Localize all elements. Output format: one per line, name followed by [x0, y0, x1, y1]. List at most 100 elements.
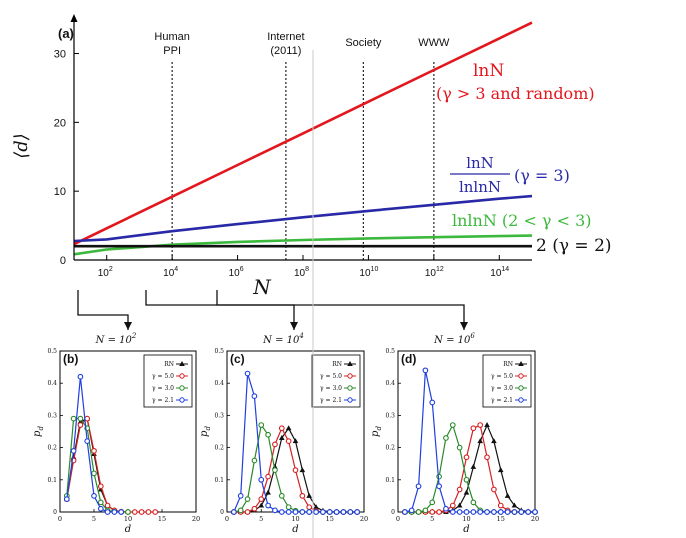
annotation-red: lnN [473, 61, 504, 81]
y-tick-label: 0.5 [214, 348, 224, 355]
x-tick-label: 15 [158, 515, 166, 523]
data-point [504, 492, 511, 498]
data-point [299, 509, 306, 515]
data-point [265, 473, 271, 480]
data-point [285, 438, 292, 445]
panel-a-chart: Human PPI Internet (2011) Society WWW 0 10 20 30 1… [11, 14, 612, 299]
data-point [244, 496, 251, 502]
x-tick-label: 20 [360, 515, 368, 523]
data-point [104, 502, 111, 509]
x-axis-label: d [463, 524, 469, 535]
data-point [422, 367, 429, 374]
reference-line-label: Internet [267, 31, 304, 43]
panel-d-chart: N = 106 0 0.1 0.2 0.3 0.4 0.5 0 5 10 15 20 d pd (d) RN γ… [370, 332, 539, 535]
y-tick-label: 0 [220, 509, 224, 516]
legend-label: RN [332, 361, 342, 368]
y-tick-label: 0.1 [47, 477, 57, 484]
x-tick-label: 20 [192, 515, 200, 523]
data-point [152, 509, 159, 515]
series-line [404, 423, 535, 513]
data-point [449, 509, 456, 515]
data-point [477, 509, 484, 515]
y-axis-label: pd [370, 426, 383, 437]
data-point [436, 509, 442, 515]
data-point [449, 502, 456, 509]
data-point [145, 509, 152, 515]
data-point [511, 502, 518, 508]
data-point [333, 509, 340, 515]
data-point [237, 493, 244, 499]
data-point [111, 509, 118, 515]
y-tick-label: 0.1 [214, 477, 224, 484]
y-tick-label: 0.4 [47, 380, 57, 387]
y-tick-label: 0.5 [385, 348, 395, 355]
series-line [73, 194, 533, 243]
data-point [63, 496, 70, 502]
data-point [265, 489, 271, 495]
data-point [340, 509, 347, 515]
data-point [429, 499, 436, 506]
connector-arrow [124, 322, 132, 330]
legend-label: RN [164, 361, 174, 368]
reference-line-label: PPI [163, 45, 181, 57]
legend-label: γ = 5.0 [320, 373, 342, 380]
series-line [66, 376, 122, 513]
data-point [272, 441, 278, 448]
legend-label: γ = 3.0 [491, 385, 513, 392]
data-point [258, 496, 265, 502]
data-point [292, 467, 299, 473]
data-point [408, 507, 415, 514]
y-tick-label: 0 [53, 509, 57, 516]
data-point [354, 509, 361, 515]
y-tick-label: 0.3 [47, 412, 57, 419]
data-point [491, 509, 497, 515]
data-point [70, 415, 77, 422]
reference-line-label: WWW [418, 37, 450, 49]
x-tick-label: 10 [291, 515, 299, 523]
data-point [347, 509, 354, 515]
data-point [278, 509, 285, 515]
data-point [402, 509, 408, 515]
data-point [491, 438, 497, 444]
panel-b-chart: N = 102 0 0.1 0.2 0.3 0.4 0.5 0 5 10 15 20 d pd (b) RN γ… [32, 332, 200, 535]
x-tick-label: 1012 [425, 266, 444, 279]
data-point [272, 467, 278, 473]
data-point [258, 422, 265, 428]
data-point [91, 447, 97, 454]
y-tick-label: 0.2 [214, 445, 224, 452]
legend-label: γ = 2.1 [491, 397, 513, 404]
connector-line [77, 290, 129, 330]
legend-label: γ = 3.0 [320, 385, 342, 392]
panel-label: (c) [230, 352, 245, 366]
data-point [84, 415, 91, 422]
data-point [97, 483, 104, 490]
y-tick-label: 0.5 [47, 348, 57, 355]
data-point [77, 373, 84, 380]
data-point [278, 493, 285, 499]
data-point [415, 509, 422, 515]
data-point [518, 509, 525, 515]
data-point [504, 509, 511, 515]
data-point [443, 505, 449, 512]
data-point [306, 509, 313, 515]
data-point [422, 507, 429, 514]
data-point [511, 509, 518, 515]
series-line [66, 418, 128, 513]
annotation-blue-denominator: lnlnN [459, 178, 501, 196]
x-tick-label: 106 [229, 266, 244, 279]
data-point [456, 444, 463, 451]
data-point [470, 463, 477, 469]
connector-arrow [290, 322, 298, 330]
y-axis-label: pd [32, 426, 45, 437]
data-point [497, 502, 504, 509]
data-point [456, 509, 463, 515]
y-tick-label: 10 [54, 186, 66, 198]
data-point [244, 370, 251, 377]
y-tick-label: 0.3 [214, 412, 224, 419]
series-line [73, 21, 533, 246]
x-axis-label: d [292, 524, 298, 535]
data-point [97, 499, 104, 506]
legend-marker [179, 361, 185, 366]
data-point [313, 509, 319, 515]
